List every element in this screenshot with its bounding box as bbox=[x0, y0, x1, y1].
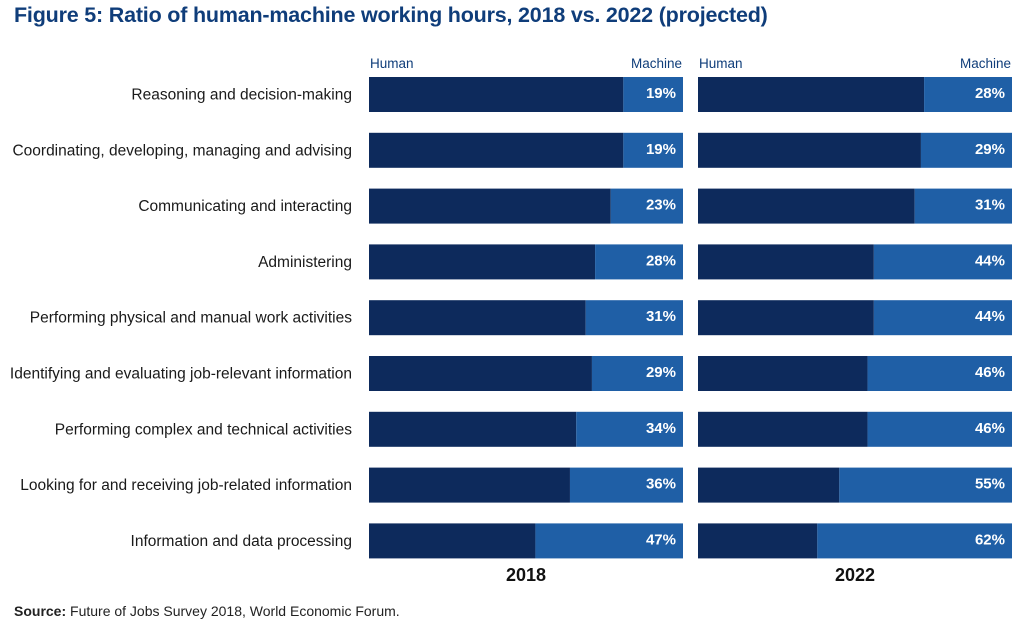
bar-machine bbox=[595, 244, 683, 280]
bar-machine bbox=[873, 244, 1012, 280]
category-label: Performing complex and technical activit… bbox=[55, 421, 352, 438]
data-label: 36% bbox=[646, 476, 676, 493]
data-label: 44% bbox=[975, 252, 1005, 269]
category-label: Coordinating, developing, managing and a… bbox=[12, 142, 352, 159]
bar-machine bbox=[591, 356, 683, 391]
bar-human bbox=[369, 132, 624, 168]
bar-machine bbox=[867, 356, 1012, 391]
bar-machine bbox=[623, 132, 683, 168]
data-label: 23% bbox=[646, 197, 676, 214]
data-label: 47% bbox=[646, 531, 676, 548]
data-label: 34% bbox=[646, 420, 676, 437]
bar-human bbox=[369, 467, 570, 503]
bar-human bbox=[698, 244, 874, 280]
bar-machine bbox=[924, 77, 1012, 112]
legend-machine-label: Machine bbox=[960, 56, 1011, 71]
data-label: 19% bbox=[646, 85, 676, 102]
bar-human bbox=[698, 77, 925, 112]
data-label: 44% bbox=[975, 308, 1005, 325]
bar-human bbox=[369, 188, 611, 224]
bar-machine bbox=[535, 523, 683, 559]
bar-machine bbox=[576, 411, 683, 447]
data-label: 29% bbox=[975, 141, 1005, 158]
category-label: Identifying and evaluating job-relevant … bbox=[10, 366, 352, 383]
bar-human bbox=[698, 188, 915, 224]
bar-human bbox=[698, 356, 868, 391]
category-label: Communicating and interacting bbox=[138, 198, 352, 215]
bar-machine bbox=[585, 300, 683, 336]
page-title: Figure 5: Ratio of human-machine working… bbox=[14, 3, 768, 27]
legend-machine-label: Machine bbox=[631, 56, 682, 71]
data-label: 29% bbox=[646, 364, 676, 381]
data-label: 55% bbox=[975, 476, 1005, 493]
bar-human bbox=[698, 467, 840, 503]
source-label: Source: bbox=[14, 603, 67, 619]
bar-machine bbox=[610, 188, 683, 224]
bar-human bbox=[369, 77, 624, 112]
bar-human bbox=[369, 300, 586, 336]
category-label: Reasoning and decision-making bbox=[131, 87, 352, 104]
bar-machine bbox=[920, 132, 1012, 168]
data-label: 62% bbox=[975, 531, 1005, 548]
bar-machine bbox=[873, 300, 1012, 336]
data-label: 31% bbox=[975, 197, 1005, 214]
data-label: 46% bbox=[975, 420, 1005, 437]
data-label: 28% bbox=[646, 252, 676, 269]
bar-machine bbox=[867, 411, 1012, 447]
legend-human-label: Human bbox=[370, 56, 414, 71]
bar-machine bbox=[839, 467, 1012, 503]
data-label: 46% bbox=[975, 364, 1005, 381]
legend-human-label: Human bbox=[699, 56, 743, 71]
panel-year-label: 2018 bbox=[506, 565, 546, 585]
bar-machine bbox=[914, 188, 1012, 224]
bar-human bbox=[698, 523, 818, 559]
bar-human bbox=[369, 411, 577, 447]
source-note: Source: Future of Jobs Survey 2018, Worl… bbox=[14, 603, 400, 619]
category-label: Looking for and receiving job-related in… bbox=[20, 477, 352, 494]
bar-human bbox=[698, 300, 874, 336]
source-text: Future of Jobs Survey 2018, World Econom… bbox=[70, 603, 400, 619]
bar-machine bbox=[817, 523, 1012, 559]
bar-machine bbox=[623, 77, 683, 112]
data-label: 28% bbox=[975, 85, 1005, 102]
category-label: Performing physical and manual work acti… bbox=[30, 310, 352, 327]
data-label: 31% bbox=[646, 308, 676, 325]
panel-year-label: 2022 bbox=[835, 565, 875, 585]
bar-human bbox=[369, 523, 536, 559]
bar-human bbox=[369, 244, 596, 280]
bar-human bbox=[698, 132, 921, 168]
bar-machine bbox=[569, 467, 683, 503]
category-label: Information and data processing bbox=[131, 533, 352, 550]
bar-human bbox=[369, 356, 592, 391]
data-label: 19% bbox=[646, 141, 676, 158]
category-label: Administering bbox=[258, 254, 352, 271]
bar-human bbox=[698, 411, 868, 447]
